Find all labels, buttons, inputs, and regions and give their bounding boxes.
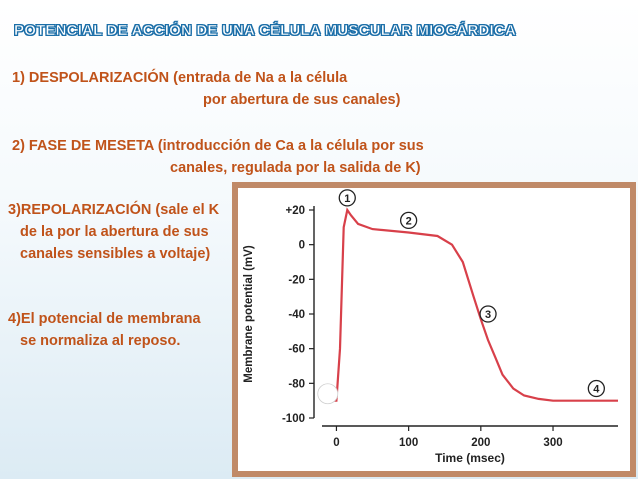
y-tick-label: -100 xyxy=(282,413,305,425)
stimulus-marker xyxy=(317,383,339,405)
membrane-potential-curve xyxy=(322,207,618,402)
phase-marker-circle xyxy=(587,379,605,398)
x-axis-label: Time (msec) xyxy=(435,451,505,465)
phase-2-line-2: canales, regulada por la salida de K) xyxy=(170,160,421,176)
y-tick-label: -60 xyxy=(288,344,305,356)
phase-3-line-1: 3)REPOLARIZACIÓN (sale el K xyxy=(8,202,220,218)
x-tick-label: 200 xyxy=(471,437,490,449)
phase-marker-label: 4 xyxy=(593,384,600,396)
y-tick-label: -40 xyxy=(288,309,305,321)
slide-title: POTENCIAL DE ACCIÓN DE UNA CÉLULA MUSCUL… xyxy=(14,22,516,40)
y-tick-label: -20 xyxy=(288,274,305,286)
phase-3-line-2: de la por la abertura de sus xyxy=(20,224,209,240)
phase-marker-label: 2 xyxy=(406,215,412,227)
phase-1-line-2: por abertura de sus canales) xyxy=(203,92,401,108)
y-tick-label: 0 xyxy=(299,240,305,252)
phase-2-line-1: 2) FASE DE MESETA (introducción de Ca a … xyxy=(12,138,424,154)
phase-marker-circle xyxy=(479,305,497,323)
phase-4-line-1: 4)El potencial de membrana xyxy=(8,311,201,327)
phase-4-line-2: se normaliza al reposo. xyxy=(20,333,181,349)
phase-1-line-1: 1) DESPOLARIZACIÓN (entrada de Na a la c… xyxy=(12,70,348,86)
y-axis-label: Membrane potential (mV) xyxy=(243,245,255,383)
chart-area: +20 0 -20 -40 -60 -80 -100 0 100 200 300 1 2 3 4 Time… xyxy=(238,188,630,471)
x-tick-label: 100 xyxy=(399,437,418,449)
y-tick-label: -80 xyxy=(288,378,305,390)
phase-3-line-3: canales sensibles a voltaje) xyxy=(20,246,211,262)
phase-marker-label: 1 xyxy=(344,193,350,205)
x-tick-label: 0 xyxy=(333,437,339,449)
x-tick-label: 300 xyxy=(543,437,562,449)
y-tick-label: +20 xyxy=(285,205,305,217)
phase-marker-label: 3 xyxy=(485,309,491,321)
chart-frame: +20 0 -20 -40 -60 -80 -100 0 100 200 300 1 2 3 4 Time… xyxy=(232,182,636,477)
phase-marker-circle xyxy=(399,211,418,230)
action-potential-chart: +20 0 -20 -40 -60 -80 -100 0 100 200 300 1 2 3 4 Time… xyxy=(243,189,618,465)
phase-marker-circle xyxy=(338,189,356,207)
